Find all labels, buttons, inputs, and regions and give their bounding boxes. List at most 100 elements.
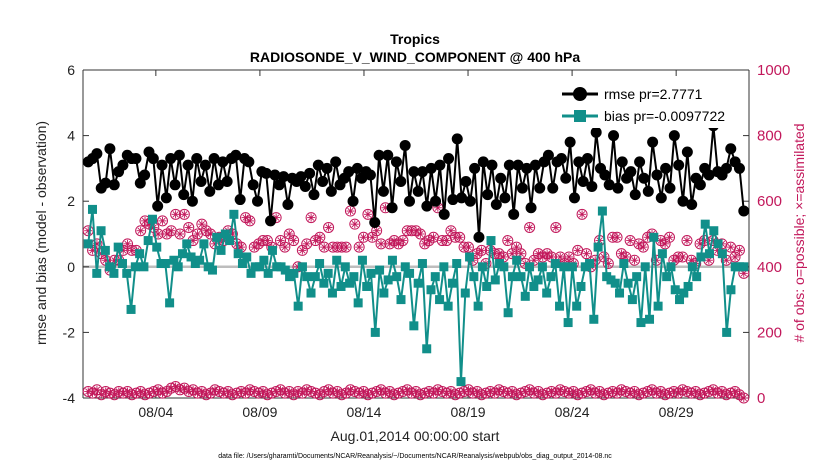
obs-marker [152,228,164,240]
obs-marker-circle [703,385,715,397]
obs-marker-arm [456,234,463,241]
bias-point [280,265,290,275]
bias-point [465,252,475,262]
bias-point [315,259,325,269]
obs-marker [629,254,641,266]
rmse-point [564,136,576,148]
obs-marker-arm [723,257,730,264]
obs-marker-circle [441,387,453,399]
rmse-point [499,192,511,204]
obs-marker-circle [178,208,190,220]
obs-marker-circle [725,387,737,399]
obs-marker-arm [578,211,586,218]
obs-marker-circle [580,385,592,397]
obs-marker-arm [347,207,354,215]
rmse-point [325,185,337,197]
bias-point [456,377,466,387]
bias-point [135,249,145,259]
bias-point [100,245,110,255]
rmse-point [130,153,142,165]
bias-point [366,268,376,278]
obs-marker-arm [465,243,472,251]
rmse-point [694,179,706,191]
x-axis-label: Aug.01,2014 00:00:00 start [331,428,500,444]
obs-marker-circle [607,385,619,397]
bias-point [233,249,243,259]
rmse-point [265,215,277,227]
obs-marker-circle [353,241,365,253]
bias-point [177,249,187,259]
rmse-point [321,162,333,174]
bias-point [353,298,363,308]
obs-marker-circle [279,387,291,399]
bias-point [387,255,397,265]
obs-marker-arm [552,224,560,231]
bias-point [237,259,247,269]
obs-marker-circle [148,385,160,397]
bias-point [447,278,457,288]
bias-point [726,285,736,295]
rmse-point [664,182,676,194]
rmse-point [230,149,242,161]
obs-marker-arm [325,224,332,231]
obs-marker-arm [137,227,144,234]
rmse-point [560,172,572,184]
bias-point [657,249,667,259]
obs-marker-circle [397,235,409,247]
rmse-point [495,172,507,184]
bias-point [529,281,539,291]
rmse-point [573,156,585,168]
obs-marker [340,241,352,253]
obs-marker-arm [548,253,555,261]
y2-tick-label: 800 [757,128,782,145]
bias-point [705,249,715,259]
bias-point [670,285,680,295]
rmse-point [91,148,103,160]
obs-marker-circle [502,387,514,399]
bias-point [422,344,432,354]
obs-marker-circle [602,258,614,270]
obs-marker-arm [430,234,437,241]
bias-point [666,262,676,272]
bias-point [469,272,479,282]
obs-marker-circle [340,241,352,253]
rmse-point [221,176,233,188]
obs-marker [362,208,374,220]
rmse-point [182,159,194,171]
obs-marker-arm [666,234,673,241]
obs-marker-arm [526,224,533,231]
bias-point [405,268,415,278]
y-tick-label: -2 [63,324,76,340]
bias-point [383,275,393,285]
rmse-point [529,159,541,171]
legend-bias-marker [574,110,586,122]
bias-point [246,268,256,278]
rmse-point [160,192,172,204]
bias-point [207,265,217,275]
bias-point [242,252,252,262]
series-group [82,120,750,404]
bias-point [113,242,123,252]
rmse-point [108,179,120,191]
bias-point [357,255,367,265]
rmse-point [490,198,502,210]
obs-marker [323,221,335,233]
bias-point [473,301,483,311]
obs-marker-arm [181,211,188,218]
rmse-point [104,143,116,155]
bias-point [512,255,522,265]
obs-marker-arm [727,243,734,251]
obs-marker-arm [172,211,179,218]
legend: rmse pr=2.7771 bias pr=-0.0097722 [560,82,726,128]
rmse-point [668,130,680,142]
bias-point [302,272,312,282]
obs-marker-circle [650,387,662,399]
obs-marker-circle [589,387,601,399]
bias-point [229,209,239,219]
obs-marker [637,241,649,253]
obs-marker [502,235,514,247]
x-tick-label: 08/29 [659,404,694,420]
bias-point [645,314,655,324]
bias-point [576,281,586,291]
